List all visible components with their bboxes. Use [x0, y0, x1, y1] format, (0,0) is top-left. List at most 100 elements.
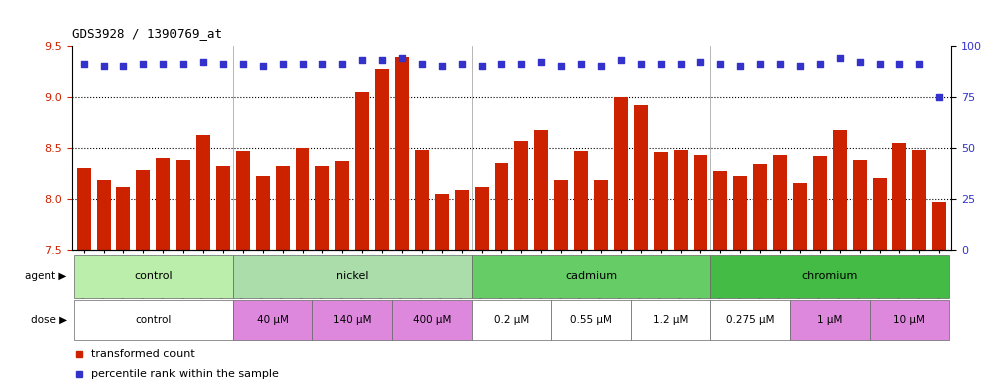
Bar: [136, 170, 150, 250]
Point: [215, 61, 231, 68]
Point: [96, 63, 112, 70]
Bar: [216, 166, 230, 250]
Point: [76, 61, 92, 68]
Bar: [833, 129, 847, 250]
Bar: [653, 152, 667, 250]
Bar: [392, 300, 472, 340]
Point: [832, 55, 848, 61]
Bar: [117, 187, 130, 250]
Point: [931, 94, 947, 100]
Point: [414, 61, 430, 68]
Bar: [793, 184, 807, 250]
Point: [652, 61, 668, 68]
Point: [335, 61, 351, 68]
Point: [494, 61, 510, 68]
Bar: [633, 105, 647, 250]
Point: [792, 63, 808, 70]
Bar: [693, 155, 707, 250]
Text: control: control: [134, 271, 172, 281]
Bar: [97, 180, 111, 250]
Text: GDS3928 / 1390769_at: GDS3928 / 1390769_at: [72, 27, 222, 40]
Point: [613, 57, 628, 63]
Bar: [435, 194, 449, 250]
Point: [772, 61, 788, 68]
Text: nickel: nickel: [336, 271, 369, 281]
Point: [474, 63, 490, 70]
Text: control: control: [135, 314, 171, 325]
Point: [374, 57, 390, 63]
Point: [712, 61, 728, 68]
Bar: [74, 255, 233, 298]
Bar: [790, 300, 870, 340]
Bar: [710, 300, 790, 340]
Bar: [455, 190, 469, 250]
Bar: [296, 148, 310, 250]
Text: 10 μM: 10 μM: [893, 314, 925, 325]
Text: 400 μM: 400 μM: [412, 314, 451, 325]
Bar: [554, 180, 568, 250]
Text: dose ▶: dose ▶: [31, 314, 67, 325]
Point: [692, 59, 708, 65]
Point: [434, 63, 450, 70]
Point: [513, 61, 529, 68]
Text: 0.275 μM: 0.275 μM: [726, 314, 775, 325]
Bar: [313, 300, 392, 340]
Text: 1 μM: 1 μM: [817, 314, 843, 325]
Bar: [74, 300, 233, 340]
Point: [812, 61, 828, 68]
Point: [872, 61, 887, 68]
Point: [573, 61, 589, 68]
Bar: [176, 160, 190, 250]
Bar: [614, 97, 627, 250]
Text: 1.2 μM: 1.2 μM: [653, 314, 688, 325]
Bar: [356, 92, 370, 250]
Bar: [673, 150, 687, 250]
Bar: [773, 155, 787, 250]
Bar: [853, 160, 867, 250]
Point: [752, 61, 768, 68]
Point: [175, 61, 191, 68]
Bar: [870, 300, 949, 340]
Point: [135, 61, 151, 68]
Point: [355, 57, 371, 63]
Bar: [594, 180, 608, 250]
Bar: [514, 141, 528, 250]
Point: [553, 63, 569, 70]
Bar: [872, 179, 886, 250]
Point: [255, 63, 271, 70]
Bar: [375, 70, 389, 250]
Text: chromium: chromium: [802, 271, 858, 281]
Point: [852, 59, 868, 65]
Bar: [472, 255, 710, 298]
Bar: [710, 255, 949, 298]
Point: [454, 61, 470, 68]
Text: transformed count: transformed count: [91, 349, 195, 359]
Bar: [912, 150, 926, 250]
Bar: [574, 151, 588, 250]
Point: [533, 59, 549, 65]
Bar: [733, 176, 747, 250]
Bar: [753, 164, 767, 250]
Bar: [316, 166, 330, 250]
Point: [593, 63, 609, 70]
Text: percentile rank within the sample: percentile rank within the sample: [91, 369, 279, 379]
Point: [672, 61, 688, 68]
Bar: [630, 300, 710, 340]
Bar: [495, 163, 509, 250]
Bar: [276, 166, 290, 250]
Point: [155, 61, 171, 68]
Point: [275, 61, 291, 68]
Bar: [233, 255, 472, 298]
Point: [911, 61, 927, 68]
Text: agent ▶: agent ▶: [25, 271, 67, 281]
Bar: [415, 150, 429, 250]
Bar: [472, 300, 551, 340]
Bar: [395, 57, 409, 250]
Point: [632, 61, 648, 68]
Point: [116, 63, 131, 70]
Text: 140 μM: 140 μM: [333, 314, 372, 325]
Point: [315, 61, 331, 68]
Point: [732, 63, 748, 70]
Point: [394, 55, 410, 61]
Bar: [156, 158, 170, 250]
